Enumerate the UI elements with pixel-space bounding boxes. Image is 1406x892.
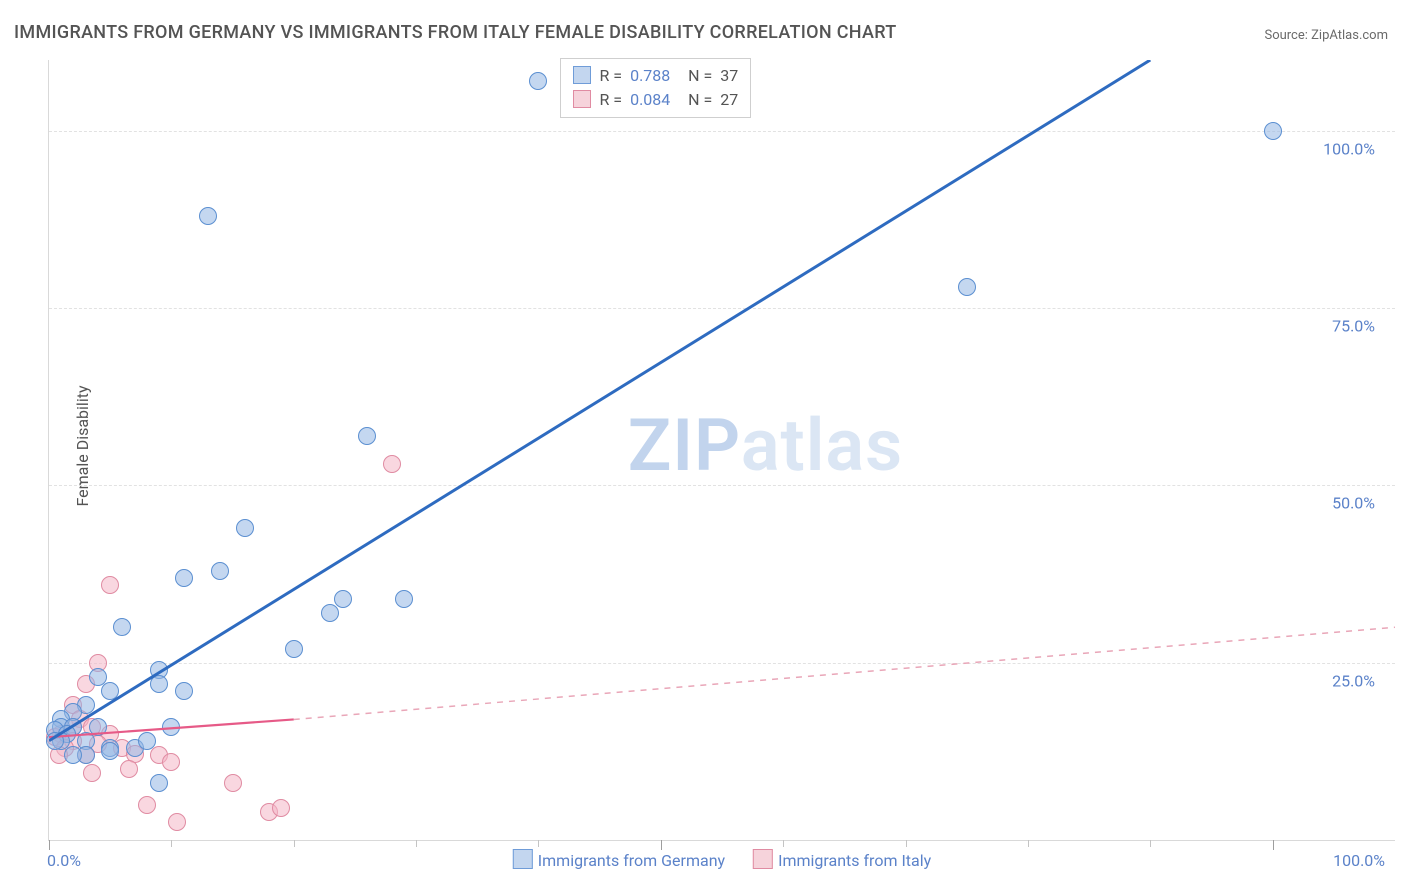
legend-label: Immigrants from Italy xyxy=(778,851,931,870)
point-germany xyxy=(150,675,168,693)
x-tick-minor xyxy=(783,840,784,847)
point-italy xyxy=(224,774,242,792)
x-tick-major xyxy=(49,840,50,850)
x-tick-label: 100.0% xyxy=(1333,851,1385,870)
point-italy xyxy=(168,813,186,831)
r-label: R = xyxy=(599,90,622,109)
y-tick-label: 100.0% xyxy=(1323,139,1375,158)
point-germany xyxy=(101,742,119,760)
correlation-row: R = 0.788 N = 37 xyxy=(573,63,738,87)
n-value: 37 xyxy=(720,66,738,85)
point-germany xyxy=(236,519,254,537)
chart-title: IMMIGRANTS FROM GERMANY VS IMMIGRANTS FR… xyxy=(14,22,897,43)
n-value: 27 xyxy=(720,90,738,109)
x-tick-minor xyxy=(294,840,295,847)
legend-swatch xyxy=(573,66,591,84)
point-germany xyxy=(321,604,339,622)
point-italy xyxy=(138,796,156,814)
point-italy xyxy=(272,799,290,817)
legend-item: Immigrants from Germany xyxy=(513,849,725,870)
regression-line xyxy=(49,60,1150,741)
gridline xyxy=(49,663,1395,664)
gridline xyxy=(49,485,1395,486)
point-italy xyxy=(101,576,119,594)
point-germany xyxy=(358,427,376,445)
point-italy xyxy=(120,760,138,778)
point-germany xyxy=(150,774,168,792)
point-germany xyxy=(529,72,547,90)
point-germany xyxy=(113,618,131,636)
legend-label: Immigrants from Germany xyxy=(538,851,725,870)
r-value: 0.084 xyxy=(630,90,680,109)
legend-item: Immigrants from Italy xyxy=(753,849,931,870)
plot-area: ZIPatlas R =0.788N =37R =0.084N =27 Immi… xyxy=(48,60,1395,841)
point-germany xyxy=(46,732,64,750)
x-tick-major xyxy=(1273,840,1274,850)
watermark-atlas: atlas xyxy=(741,403,903,488)
x-tick-minor xyxy=(538,840,539,847)
point-germany xyxy=(175,682,193,700)
y-tick-label: 25.0% xyxy=(1332,671,1375,690)
point-germany xyxy=(199,207,217,225)
point-germany xyxy=(1264,122,1282,140)
source-label: Source: ZipAtlas.com xyxy=(1264,28,1388,43)
y-tick-label: 50.0% xyxy=(1332,494,1375,513)
point-germany xyxy=(138,732,156,750)
point-germany xyxy=(175,569,193,587)
n-label: N = xyxy=(688,90,712,109)
point-germany xyxy=(89,718,107,736)
x-tick-minor xyxy=(1028,840,1029,847)
correlation-legend: R = 0.788 N = 37 R = 0.084 N = 27 xyxy=(560,58,751,118)
y-tick-label: 75.0% xyxy=(1332,317,1375,336)
point-germany xyxy=(211,562,229,580)
gridline xyxy=(49,308,1395,309)
watermark: ZIPatlas xyxy=(628,403,903,488)
r-label: R = xyxy=(599,66,622,85)
regression-line xyxy=(294,627,1395,719)
series-legend: Immigrants from Germany Immigrants from I… xyxy=(513,849,931,870)
x-tick-minor xyxy=(906,840,907,847)
chart-frame: IMMIGRANTS FROM GERMANY VS IMMIGRANTS FR… xyxy=(0,0,1406,892)
point-germany xyxy=(101,682,119,700)
point-germany xyxy=(334,590,352,608)
x-tick-minor xyxy=(416,840,417,847)
legend-swatch xyxy=(513,849,533,869)
point-germany xyxy=(395,590,413,608)
point-germany xyxy=(958,278,976,296)
point-italy xyxy=(162,753,180,771)
legend-swatch xyxy=(573,90,591,108)
point-germany xyxy=(285,640,303,658)
r-value: 0.788 xyxy=(630,66,680,85)
point-germany xyxy=(162,718,180,736)
n-label: N = xyxy=(688,66,712,85)
x-tick-major xyxy=(661,840,662,850)
x-tick-minor xyxy=(171,840,172,847)
legend-swatch xyxy=(753,849,773,869)
x-tick-label: 0.0% xyxy=(47,851,81,870)
point-italy xyxy=(83,764,101,782)
gridline xyxy=(49,131,1395,132)
point-italy xyxy=(383,455,401,473)
watermark-zip: ZIP xyxy=(628,403,741,488)
correlation-row: R = 0.084 N = 27 xyxy=(573,87,738,111)
point-germany xyxy=(64,746,82,764)
x-tick-minor xyxy=(1150,840,1151,847)
